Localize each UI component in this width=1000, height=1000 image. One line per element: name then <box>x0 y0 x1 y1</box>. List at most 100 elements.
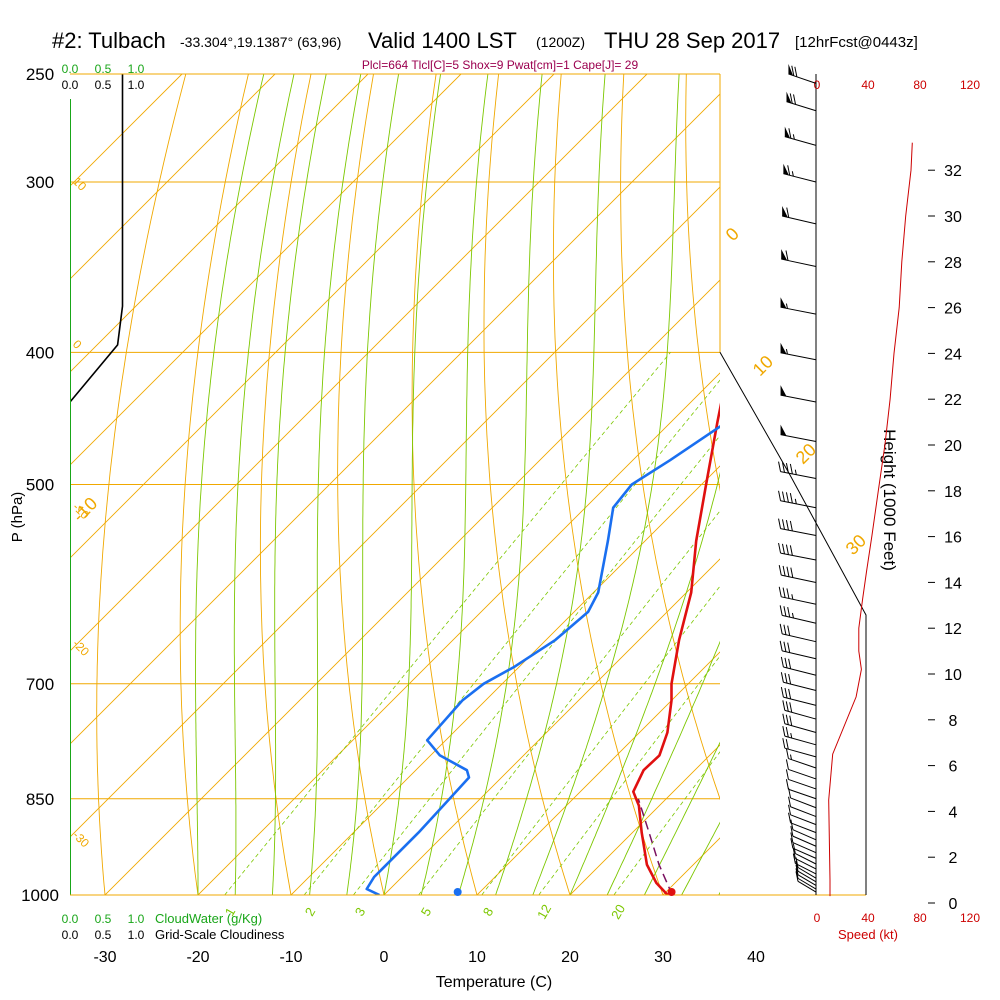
dry-adiabat <box>996 50 1000 924</box>
wind-barb-full <box>785 779 789 790</box>
pressure-tick-label: 1000 <box>21 886 59 905</box>
wind-barb-full <box>792 853 796 864</box>
wind-barb <box>782 713 817 733</box>
wind-barb-half <box>785 349 788 355</box>
surface-dewpoint-dot <box>453 888 462 896</box>
height-tick-label: 20 <box>944 438 962 455</box>
wind-barb-full <box>788 658 792 669</box>
moist-adiabat <box>420 74 489 895</box>
wind-barb-full <box>782 726 786 737</box>
wind-barb-full <box>780 672 784 683</box>
cloud-scale-label: 0.0 <box>62 912 79 926</box>
wind-barb-full <box>785 463 789 474</box>
wind-barb-full <box>786 588 790 599</box>
wind-barb <box>781 249 817 267</box>
wind-barb-full <box>785 748 789 759</box>
speed-tick-label: 120 <box>960 911 980 925</box>
wind-barb-half <box>790 732 793 739</box>
wind-barb-full <box>783 606 787 617</box>
wind-barb-full <box>788 796 792 807</box>
wind-barb-full <box>795 861 799 872</box>
temperature-tick-label: -20 <box>186 949 209 966</box>
dry-adiabat <box>620 74 720 801</box>
wind-barb-shaft <box>792 829 817 841</box>
wind-barb-half <box>791 612 794 619</box>
height-tick-label: 4 <box>949 804 958 821</box>
wind-barb-full <box>779 605 783 616</box>
wind-barb-full <box>778 518 782 529</box>
wind-barb-shaft <box>783 696 817 706</box>
wind-barb-full <box>782 713 786 724</box>
moist-adiabat <box>346 74 400 895</box>
dry-adiabat <box>811 50 1000 924</box>
wind-barb <box>780 385 817 403</box>
wind-barb-full <box>789 493 793 504</box>
speed-tick-label: 0 <box>814 911 821 925</box>
wind-barb-shaft <box>783 173 817 183</box>
wind-barb-shaft <box>788 768 817 780</box>
wind-barb-full <box>781 543 785 554</box>
wind-speed-line <box>828 142 913 897</box>
isotherm-line <box>70 74 276 280</box>
isotherm-line <box>383 558 720 895</box>
wind-barb-shaft <box>788 758 817 769</box>
plot-area <box>70 50 1000 924</box>
wind-barb <box>782 700 817 720</box>
wind-barb <box>782 206 817 225</box>
wind-barb-full <box>785 520 789 531</box>
wind-barb-pennant <box>780 385 787 397</box>
moist-adiabat <box>569 471 720 895</box>
wind-barb-full <box>782 565 786 577</box>
wind-barb <box>788 796 817 818</box>
wind-barb-shaft <box>784 723 817 733</box>
dry-adiabat <box>179 74 249 895</box>
wind-barb-full <box>778 586 782 597</box>
wind-barb-shaft <box>792 842 817 854</box>
wind-barb <box>778 586 817 605</box>
wind-barb-full <box>790 832 794 843</box>
height-tick-label: 2 <box>949 850 958 867</box>
wind-barb <box>788 804 817 826</box>
wind-barb <box>785 748 817 769</box>
wind-barb <box>788 812 817 834</box>
cloud-scale-label: 1.0 <box>128 62 145 76</box>
wind-barb-full <box>789 520 793 532</box>
title-utc: (1200Z) <box>536 34 586 50</box>
wind-barb-shaft <box>795 853 817 865</box>
wind-barb-full <box>785 714 789 725</box>
wind-barb-shaft <box>781 596 817 605</box>
wind-barb-full <box>782 700 786 711</box>
speed-tick-label: 80 <box>913 911 927 925</box>
speed-tick-label: 40 <box>861 78 875 92</box>
wind-barb-shaft <box>780 528 817 537</box>
wind-barb-shaft <box>797 874 817 886</box>
wind-barb-full <box>784 673 788 684</box>
cloud-scale-label: 0.5 <box>95 78 112 92</box>
wind-barb-full <box>785 492 789 503</box>
wind-barb-half <box>789 754 792 760</box>
pressure-tick-label: 300 <box>26 173 54 192</box>
pressure-tick-label: 500 <box>26 476 54 495</box>
wind-barb-half <box>794 498 797 504</box>
wind-barb-full <box>789 702 793 713</box>
wind-barb <box>790 838 817 859</box>
speed-tick-label: 80 <box>913 78 927 92</box>
speed-axis-label: Speed (kt) <box>838 927 898 942</box>
height-tick-label: 10 <box>944 667 962 684</box>
wind-barb-pennant <box>780 342 787 354</box>
wind-barb-full <box>778 542 782 554</box>
wind-barb-half <box>785 303 788 309</box>
temperature-tick-label: 0 <box>380 949 389 966</box>
wind-barb <box>792 848 817 870</box>
wind-barb-pennant <box>782 206 788 218</box>
mixing-ratio-label: 2 <box>302 905 319 919</box>
wind-barb-shaft <box>797 880 817 893</box>
wind-barb-full <box>783 624 787 635</box>
height-tick-label: 12 <box>944 621 962 638</box>
height-tick-label: 16 <box>944 530 962 547</box>
wind-barb-half <box>791 594 794 600</box>
wind-barb <box>795 864 817 886</box>
wind-barb-shaft <box>786 101 817 112</box>
wind-barb-full <box>785 544 789 555</box>
